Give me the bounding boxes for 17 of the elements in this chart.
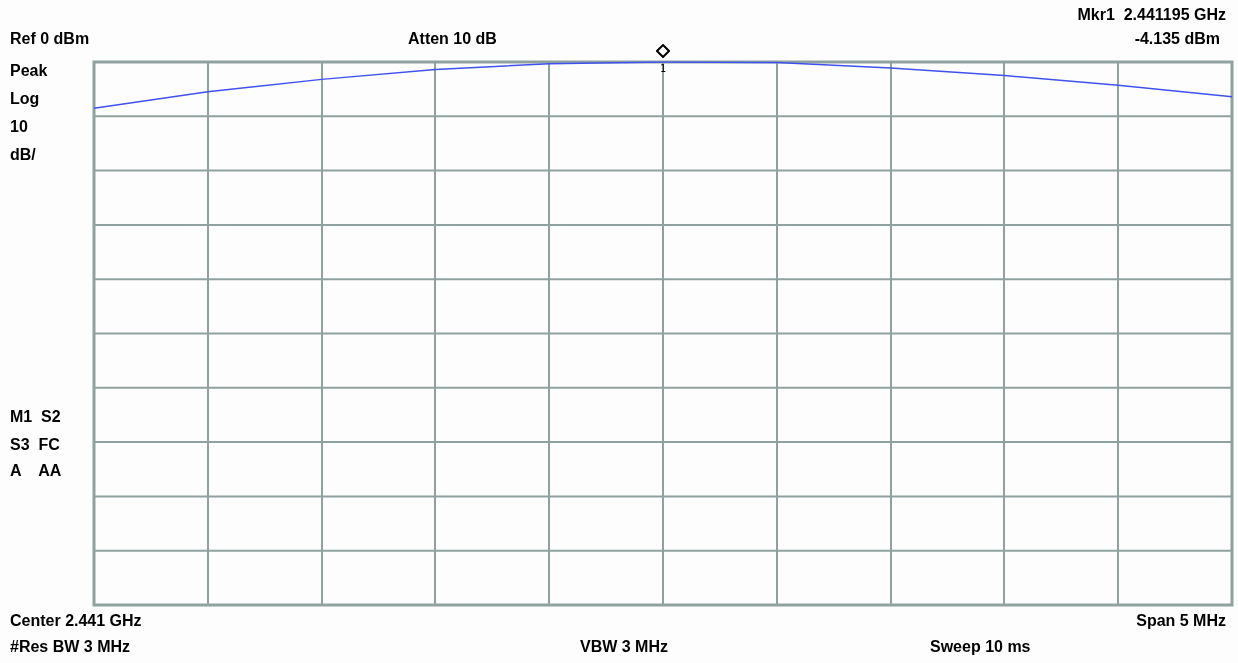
text: dB/ [10, 146, 36, 164]
text: 10 [10, 118, 28, 136]
text: #Res BW 3 MHz [10, 638, 131, 656]
text: Span 5 MHz [1136, 612, 1226, 630]
text: Log [10, 90, 40, 108]
text: -4.135 dBm [1134, 30, 1220, 48]
text: Center 2.441 GHz [10, 612, 142, 630]
text: Mkr1 2.441195 GHz [1077, 6, 1226, 24]
annotation: 1 [659, 63, 667, 74]
text: A AA [10, 462, 62, 480]
text: VBW 3 MHz [580, 638, 668, 656]
text: Atten 10 dB [408, 30, 497, 48]
text: Ref 0 dBm [10, 30, 90, 48]
text: M1 S2 [10, 408, 61, 426]
text: S3 FC [10, 436, 60, 454]
text: Sweep 10 ms [930, 638, 1031, 656]
text: Peak [10, 62, 48, 80]
